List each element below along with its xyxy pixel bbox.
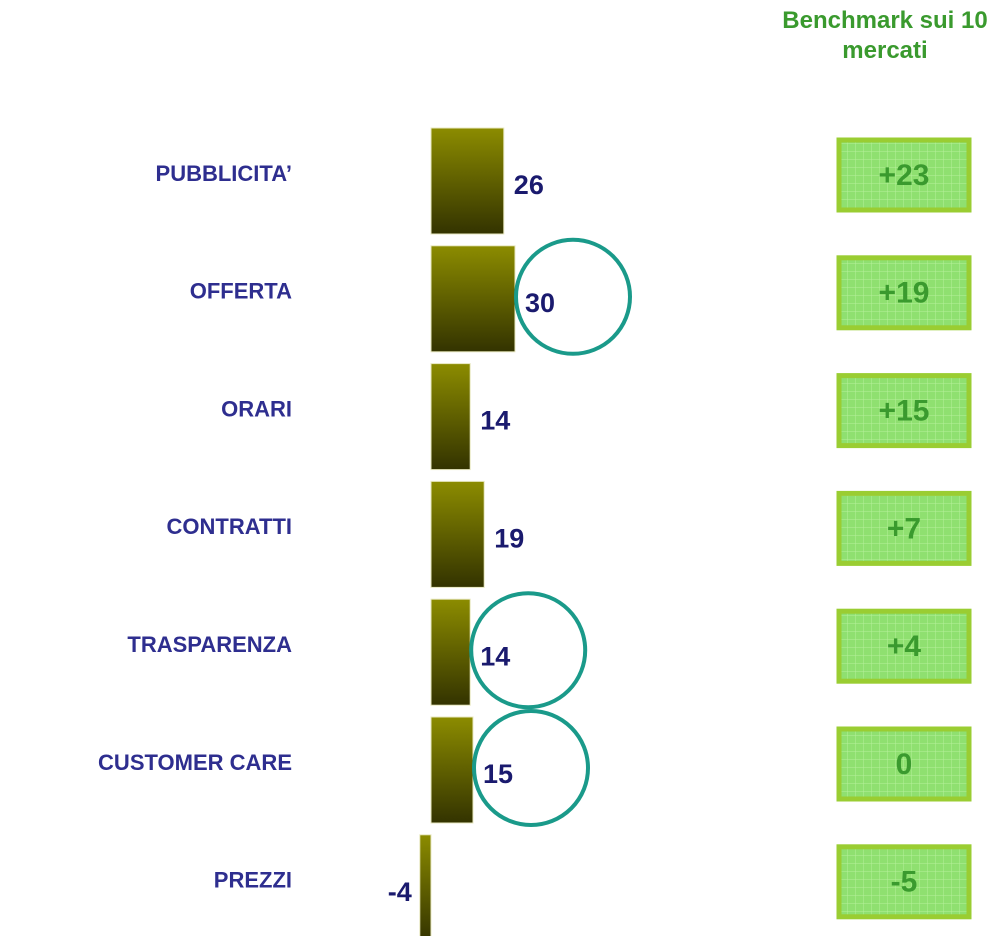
highlight-circle <box>469 591 588 710</box>
benchmark-label: -5 <box>891 866 918 899</box>
benchmark-box <box>836 373 972 449</box>
benchmark-label: +15 <box>879 395 930 428</box>
category-label: CUSTOMER CARE <box>98 750 292 775</box>
category-label: CONTRATTI <box>167 514 292 539</box>
category-label: TRASPARENZA <box>127 632 292 657</box>
bar <box>430 127 505 235</box>
value-label: 15 <box>483 759 513 789</box>
bar <box>430 363 471 471</box>
value-label: -4 <box>388 877 412 907</box>
value-label: 19 <box>494 524 524 554</box>
benchmark-box <box>836 844 972 920</box>
value-label: 30 <box>525 288 555 318</box>
benchmark-box <box>836 490 972 566</box>
benchmark-label: +19 <box>879 277 930 310</box>
bar <box>430 598 471 706</box>
category-label: ORARI <box>221 396 292 421</box>
value-label: 26 <box>514 170 544 200</box>
category-label: PUBBLICITA’ <box>156 161 292 186</box>
benchmark-label: +23 <box>879 159 930 192</box>
benchmark-box <box>836 608 972 684</box>
category-label: OFFERTA <box>190 279 292 304</box>
highlight-circle <box>472 709 590 827</box>
bar <box>430 480 485 588</box>
benchmark-label: 0 <box>896 748 913 781</box>
benchmark-box <box>836 255 972 331</box>
category-label: PREZZI <box>214 868 292 893</box>
benchmark-box <box>836 726 972 802</box>
bar <box>419 834 432 936</box>
value-label: 14 <box>480 406 510 436</box>
value-label: 14 <box>480 641 510 671</box>
benchmark-box <box>836 137 972 213</box>
benchmark-label: +7 <box>887 512 921 545</box>
benchmark-title: Benchmark sui 10 mercati <box>782 7 988 64</box>
highlight-circle <box>514 237 632 356</box>
benchmark-label: +4 <box>887 630 922 663</box>
bar <box>430 716 474 824</box>
bar <box>430 245 516 353</box>
